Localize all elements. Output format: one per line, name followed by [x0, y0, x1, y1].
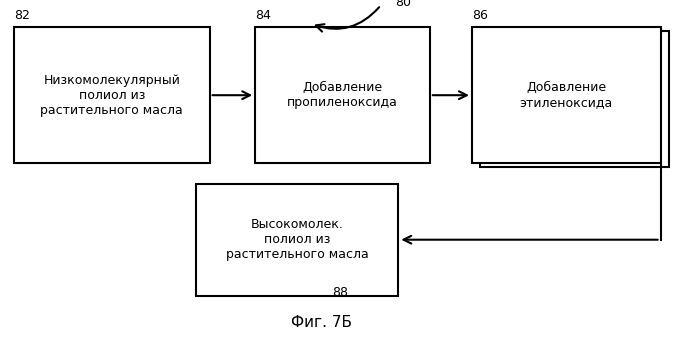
Bar — [14, 27, 210, 163]
Text: 86: 86 — [472, 9, 488, 22]
Text: Добавление
пропиленоксида: Добавление пропиленоксида — [287, 81, 398, 109]
Bar — [196, 184, 398, 296]
Text: 80: 80 — [395, 0, 411, 8]
Bar — [480, 31, 669, 167]
Text: 84: 84 — [255, 9, 271, 22]
Text: Низкомолекулярный
полиол из
растительного масла: Низкомолекулярный полиол из растительног… — [41, 74, 183, 117]
Text: 88: 88 — [332, 286, 348, 299]
Text: Фиг. 7Б: Фиг. 7Б — [291, 315, 352, 330]
Text: Добавление
этиленоксида: Добавление этиленоксида — [519, 81, 613, 109]
Text: 82: 82 — [14, 9, 30, 22]
Bar — [472, 27, 661, 163]
Bar — [255, 27, 430, 163]
Text: Высокомолек.
полиол из
растительного масла: Высокомолек. полиол из растительного мас… — [226, 218, 368, 261]
